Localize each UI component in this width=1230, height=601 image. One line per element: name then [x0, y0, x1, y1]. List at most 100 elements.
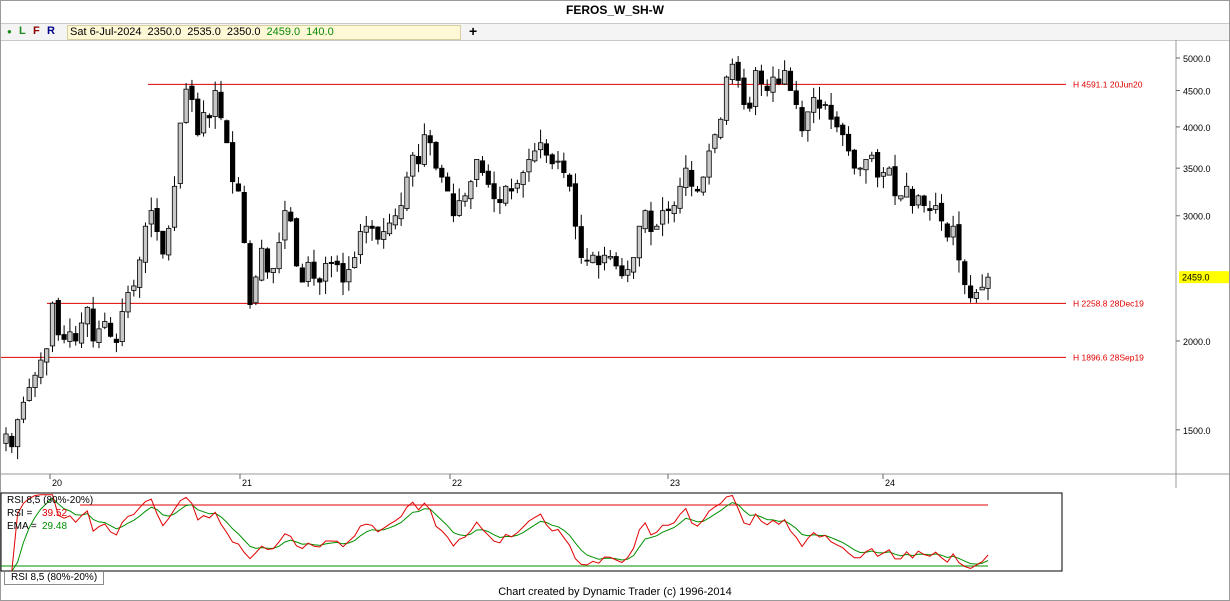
candle-up: [253, 276, 259, 304]
candle-up: [503, 185, 509, 204]
bar-change: 140.0: [306, 26, 334, 38]
rsi-title: RSI 8,5 (80%-20%): [7, 495, 93, 506]
x-tick-label: 23: [670, 478, 680, 488]
toolbar: ● L F R Sat 6-Jul-2024 2350.0 2535.0 2350.0…: [1, 23, 1229, 41]
candle-up: [601, 254, 608, 264]
candle-up: [886, 167, 892, 176]
bar-close: 2459.0: [266, 26, 301, 38]
l-button[interactable]: L: [19, 25, 26, 37]
rsi-legend-rsi: RSI =: [7, 508, 32, 519]
f-button[interactable]: F: [33, 25, 40, 37]
candle-down: [572, 183, 579, 227]
candle-up: [322, 263, 329, 282]
candle-down: [224, 120, 230, 144]
candle-down: [944, 223, 950, 238]
candle-down: [578, 226, 584, 258]
candle-up: [282, 210, 288, 241]
bar-date: Sat 6-Jul-2024: [70, 26, 142, 38]
candle-up: [381, 231, 387, 240]
candle-down: [938, 202, 945, 222]
candle-up: [654, 225, 660, 230]
candle-up: [782, 70, 788, 85]
candle-up: [410, 154, 416, 177]
candle-up: [171, 185, 178, 228]
candle-down: [369, 225, 375, 229]
candle-down: [439, 167, 445, 178]
candle-up: [805, 111, 811, 131]
candle-down: [845, 133, 852, 152]
candle-up: [822, 104, 828, 106]
candle-up: [718, 118, 724, 138]
add-plus-icon[interactable]: +: [469, 23, 478, 39]
candle-up: [700, 176, 706, 193]
candle-up: [200, 112, 207, 134]
candle-up: [131, 285, 137, 291]
candle-up: [137, 259, 143, 288]
candle-up: [305, 261, 311, 282]
candle-down: [508, 188, 515, 192]
candle-down: [834, 116, 840, 128]
candle-down: [584, 259, 590, 262]
candle-down: [433, 141, 439, 169]
live-dot-button[interactable]: ●: [7, 27, 12, 36]
candle-up: [177, 122, 183, 184]
footer-credit: Chart created by Dynamic Trader (c) 1996…: [498, 586, 732, 598]
y-tick-label: 5000.0: [1183, 54, 1211, 64]
candle-down: [154, 208, 160, 232]
candle-up: [474, 159, 480, 180]
candle-down: [61, 334, 67, 340]
last-price-label: 2459.0: [1182, 273, 1210, 283]
candle-down: [479, 160, 486, 173]
candle-down: [561, 160, 567, 173]
candle-up: [96, 328, 102, 343]
candle-up: [125, 292, 131, 313]
candle-down: [160, 230, 166, 255]
candle-down: [665, 208, 672, 212]
candle-up: [119, 311, 125, 343]
candle-down: [793, 90, 799, 105]
candle-down: [485, 170, 491, 185]
candle-up: [3, 433, 9, 444]
tab-rsi[interactable]: RSI 8,5 (80%-20%): [4, 572, 105, 585]
candle-up: [904, 185, 910, 198]
candle-down: [340, 263, 346, 283]
candle-up: [537, 142, 544, 151]
candle-up: [950, 225, 956, 238]
candle-up: [607, 255, 613, 259]
rsi-value-ema: 29.48: [42, 521, 67, 532]
y-tick-label: 3500.0: [1183, 164, 1211, 174]
candle-up: [880, 172, 887, 177]
candle-up: [352, 257, 358, 268]
ema-line: [11, 497, 989, 572]
candle-down: [235, 183, 242, 192]
candle-down: [613, 256, 619, 267]
candle-up: [346, 269, 352, 283]
candle-up: [973, 292, 979, 299]
rsi-legend-ema: EMA =: [7, 521, 37, 532]
candle-down: [427, 135, 433, 144]
candle-up: [421, 134, 427, 165]
candle-up: [148, 210, 154, 225]
candle-down: [619, 265, 625, 277]
candle-down: [596, 255, 602, 266]
level-label: H 1896.6 28Sep19: [1073, 352, 1144, 362]
r-button[interactable]: R: [47, 25, 55, 37]
candle-up: [15, 419, 21, 448]
candle-up: [183, 88, 189, 123]
candle-down: [90, 308, 96, 342]
candle-up: [590, 254, 596, 264]
candle-down: [299, 267, 305, 283]
candle-up: [712, 134, 718, 149]
candle-up: [49, 302, 56, 347]
candle-down: [776, 78, 782, 85]
candle-down: [967, 285, 974, 299]
candle-up: [869, 154, 875, 160]
level-label: H 4591.1 20Jun20: [1073, 79, 1143, 89]
x-tick-label: 24: [885, 478, 895, 488]
candle-down: [909, 188, 916, 207]
candle-down: [694, 188, 701, 192]
candle-down: [840, 124, 846, 136]
candle-down: [543, 143, 549, 156]
candle-down: [311, 261, 317, 279]
